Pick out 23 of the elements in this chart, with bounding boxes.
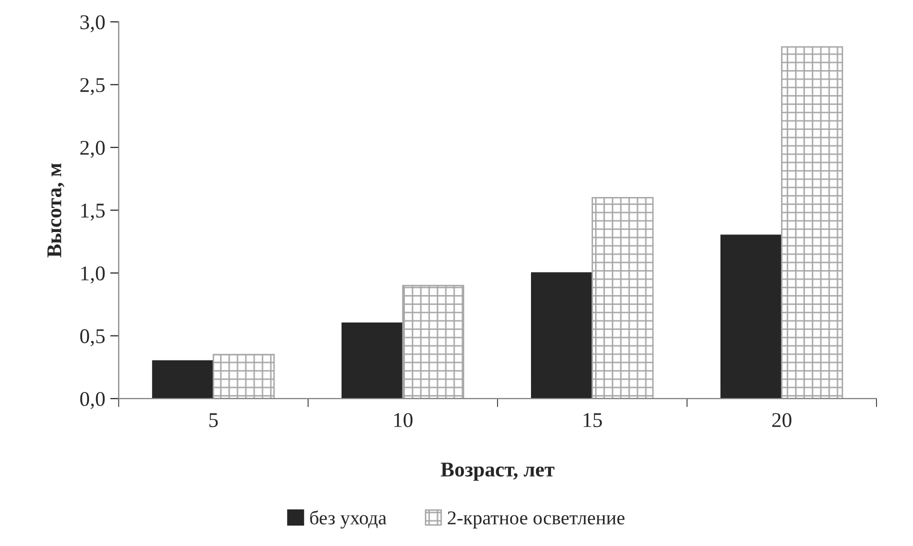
x-tick-label: 20 (772, 413, 792, 428)
y-tick-label: 0,0 (80, 392, 105, 410)
y-tick-label: 1,5 (81, 204, 105, 221)
x-axis-title: Возраст, лет (440, 462, 554, 481)
y-axis-title: Высота, м (47, 163, 64, 258)
x-tick-label: 10 (394, 413, 412, 428)
bar (152, 360, 214, 399)
y-tick-label: 2,0 (80, 140, 105, 158)
bar (402, 284, 464, 399)
bar (342, 322, 404, 399)
bar (530, 272, 594, 399)
bar (212, 354, 275, 399)
bar (592, 196, 654, 399)
x-tick-label: 15 (584, 413, 602, 428)
y-tick-label: 3,0 (80, 15, 105, 32)
bar (720, 234, 782, 399)
legend-label: без ухода (310, 510, 386, 528)
legend-label: 2-кратное осветление (448, 511, 624, 528)
y-tick-label: 0,5 (80, 329, 105, 346)
y-tick-label: 2,5 (80, 78, 105, 96)
x-tick-label: 5 (209, 413, 218, 428)
bar (781, 46, 844, 399)
y-tick-label: 1,0 (81, 266, 105, 284)
